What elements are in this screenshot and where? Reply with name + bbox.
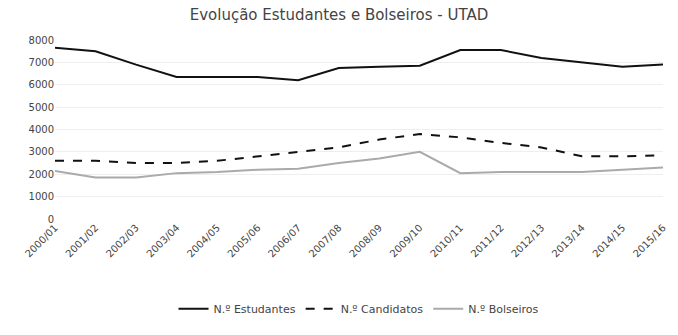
svg-text:2014/15: 2014/15 bbox=[590, 222, 627, 259]
svg-text:2012/13: 2012/13 bbox=[509, 222, 546, 259]
svg-text:2005/06: 2005/06 bbox=[225, 222, 262, 259]
svg-text:6000: 6000 bbox=[29, 79, 54, 90]
svg-text:2004/05: 2004/05 bbox=[185, 222, 222, 259]
svg-text:2007/08: 2007/08 bbox=[307, 222, 344, 259]
svg-text:N.º Candidatos: N.º Candidatos bbox=[341, 303, 424, 316]
svg-text:2000/01: 2000/01 bbox=[23, 222, 60, 259]
svg-text:2000: 2000 bbox=[29, 169, 54, 180]
svg-text:7000: 7000 bbox=[29, 57, 54, 68]
svg-text:2001/02: 2001/02 bbox=[63, 222, 100, 259]
svg-text:8000: 8000 bbox=[29, 35, 54, 46]
svg-text:N.º Estudantes: N.º Estudantes bbox=[214, 303, 296, 316]
svg-text:2011/12: 2011/12 bbox=[469, 222, 506, 259]
svg-text:2003/04: 2003/04 bbox=[144, 222, 181, 259]
svg-text:Evolução Estudantes e Bolseiro: Evolução Estudantes e Bolseiros - UTAD bbox=[190, 6, 489, 24]
svg-text:2009/10: 2009/10 bbox=[388, 222, 425, 259]
svg-text:N.º Bolseiros: N.º Bolseiros bbox=[468, 303, 538, 316]
svg-text:2006/07: 2006/07 bbox=[266, 222, 303, 259]
svg-text:2002/03: 2002/03 bbox=[104, 222, 141, 259]
svg-text:3000: 3000 bbox=[29, 146, 54, 157]
svg-text:5000: 5000 bbox=[29, 102, 54, 113]
svg-text:1000: 1000 bbox=[29, 191, 54, 202]
svg-text:4000: 4000 bbox=[29, 124, 54, 135]
svg-text:0: 0 bbox=[48, 214, 54, 225]
svg-text:2008/09: 2008/09 bbox=[347, 222, 384, 259]
svg-text:2013/14: 2013/14 bbox=[550, 222, 587, 259]
svg-text:2015/16: 2015/16 bbox=[631, 222, 668, 259]
svg-text:2010/11: 2010/11 bbox=[428, 222, 465, 259]
